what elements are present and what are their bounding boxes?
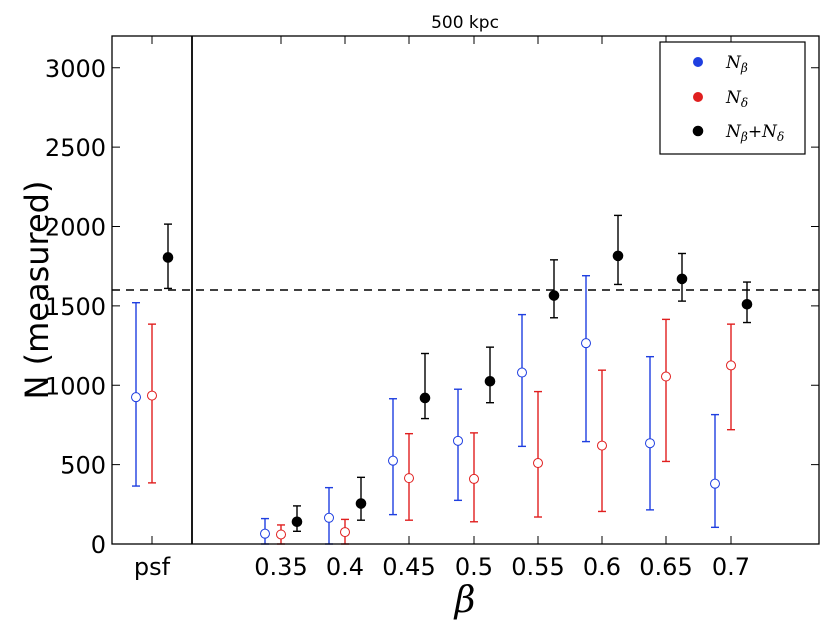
data-point: [324, 512, 334, 523]
data-point: [612, 250, 624, 262]
legend-marker: [692, 125, 704, 137]
data-point-group: [131, 302, 141, 487]
legend-marker: [693, 57, 703, 67]
data-point: [147, 390, 157, 401]
data-point: [533, 458, 543, 469]
legend-label: Nβ: [725, 53, 748, 75]
x-tick-label: 0.45: [382, 553, 435, 581]
legend-label: Nβ+Nδ: [725, 122, 784, 144]
data-point-group: [612, 214, 624, 286]
legend-box: [659, 41, 806, 155]
data-point: [260, 528, 270, 539]
data-point: [597, 440, 607, 451]
data-point: [388, 455, 398, 466]
data-point: [453, 435, 463, 446]
data-point-group: [484, 346, 496, 404]
x-tick-label: 0.55: [511, 553, 564, 581]
data-point-group: [419, 352, 431, 420]
data-point: [162, 252, 174, 263]
y-tick-label: 1000: [45, 372, 106, 400]
data-point-group: [548, 259, 560, 319]
data-point-group: [355, 476, 367, 521]
x-tick-label: psf: [134, 553, 171, 581]
y-tick-label: 500: [60, 452, 106, 480]
data-point: [517, 367, 527, 378]
data-point: [404, 473, 414, 484]
data-point: [581, 338, 591, 349]
data-point: [710, 478, 720, 489]
data-point-group: [645, 355, 655, 511]
x-axis-label: β: [453, 580, 476, 621]
data-point: [419, 392, 431, 404]
y-tick-label: 1500: [45, 293, 106, 321]
x-tick-label: 0.5: [455, 553, 493, 581]
data-point: [469, 473, 479, 484]
y-tick-label: 2500: [45, 134, 106, 162]
data-point: [548, 290, 560, 301]
data-point: [726, 360, 736, 371]
x-tick-label: 0.65: [639, 553, 692, 581]
legend-marker: [693, 92, 703, 102]
data-point-group: [676, 252, 688, 302]
data-point-group: [469, 432, 479, 523]
data-point: [355, 498, 367, 509]
y-tick-label: 0: [91, 531, 106, 559]
data-point: [291, 516, 303, 528]
data-point: [661, 371, 671, 382]
data-point: [131, 392, 141, 403]
data-point-group: [404, 432, 414, 521]
x-tick-label: 0.35: [254, 553, 307, 581]
plot-frame: [111, 35, 820, 545]
data-point: [676, 273, 688, 285]
data-point-group: [147, 323, 157, 484]
data-point-group: [388, 398, 398, 516]
data-point-group: [324, 486, 334, 545]
data-point-group: [661, 318, 671, 463]
data-point-group: [517, 313, 527, 448]
data-point-group: [453, 388, 463, 502]
data-point: [484, 375, 496, 387]
data-point: [741, 298, 753, 310]
y-axis-label: N (measured): [18, 181, 56, 400]
legend-label: Nδ: [725, 88, 748, 110]
y-tick-label: 3000: [45, 55, 106, 83]
data-point-group: [276, 524, 286, 545]
data-point: [645, 438, 655, 449]
data-point-group: [597, 369, 607, 513]
data-point-group: [162, 223, 174, 290]
data-point: [340, 527, 350, 538]
data-point-group: [533, 390, 543, 518]
x-tick-label: 0.6: [583, 553, 621, 581]
data-point-group: [726, 323, 736, 431]
x-tick-label: 0.4: [326, 553, 364, 581]
data-point-group: [710, 413, 720, 529]
data-point-group: [291, 505, 303, 532]
data-point-group: [340, 518, 350, 545]
data-point-group: [741, 281, 753, 324]
x-tick-label: 0.7: [712, 553, 750, 581]
y-tick-label: 2000: [45, 214, 106, 242]
chart-title: 500 kpc: [431, 13, 499, 33]
data-point: [276, 529, 286, 540]
data-point-group: [581, 275, 591, 443]
